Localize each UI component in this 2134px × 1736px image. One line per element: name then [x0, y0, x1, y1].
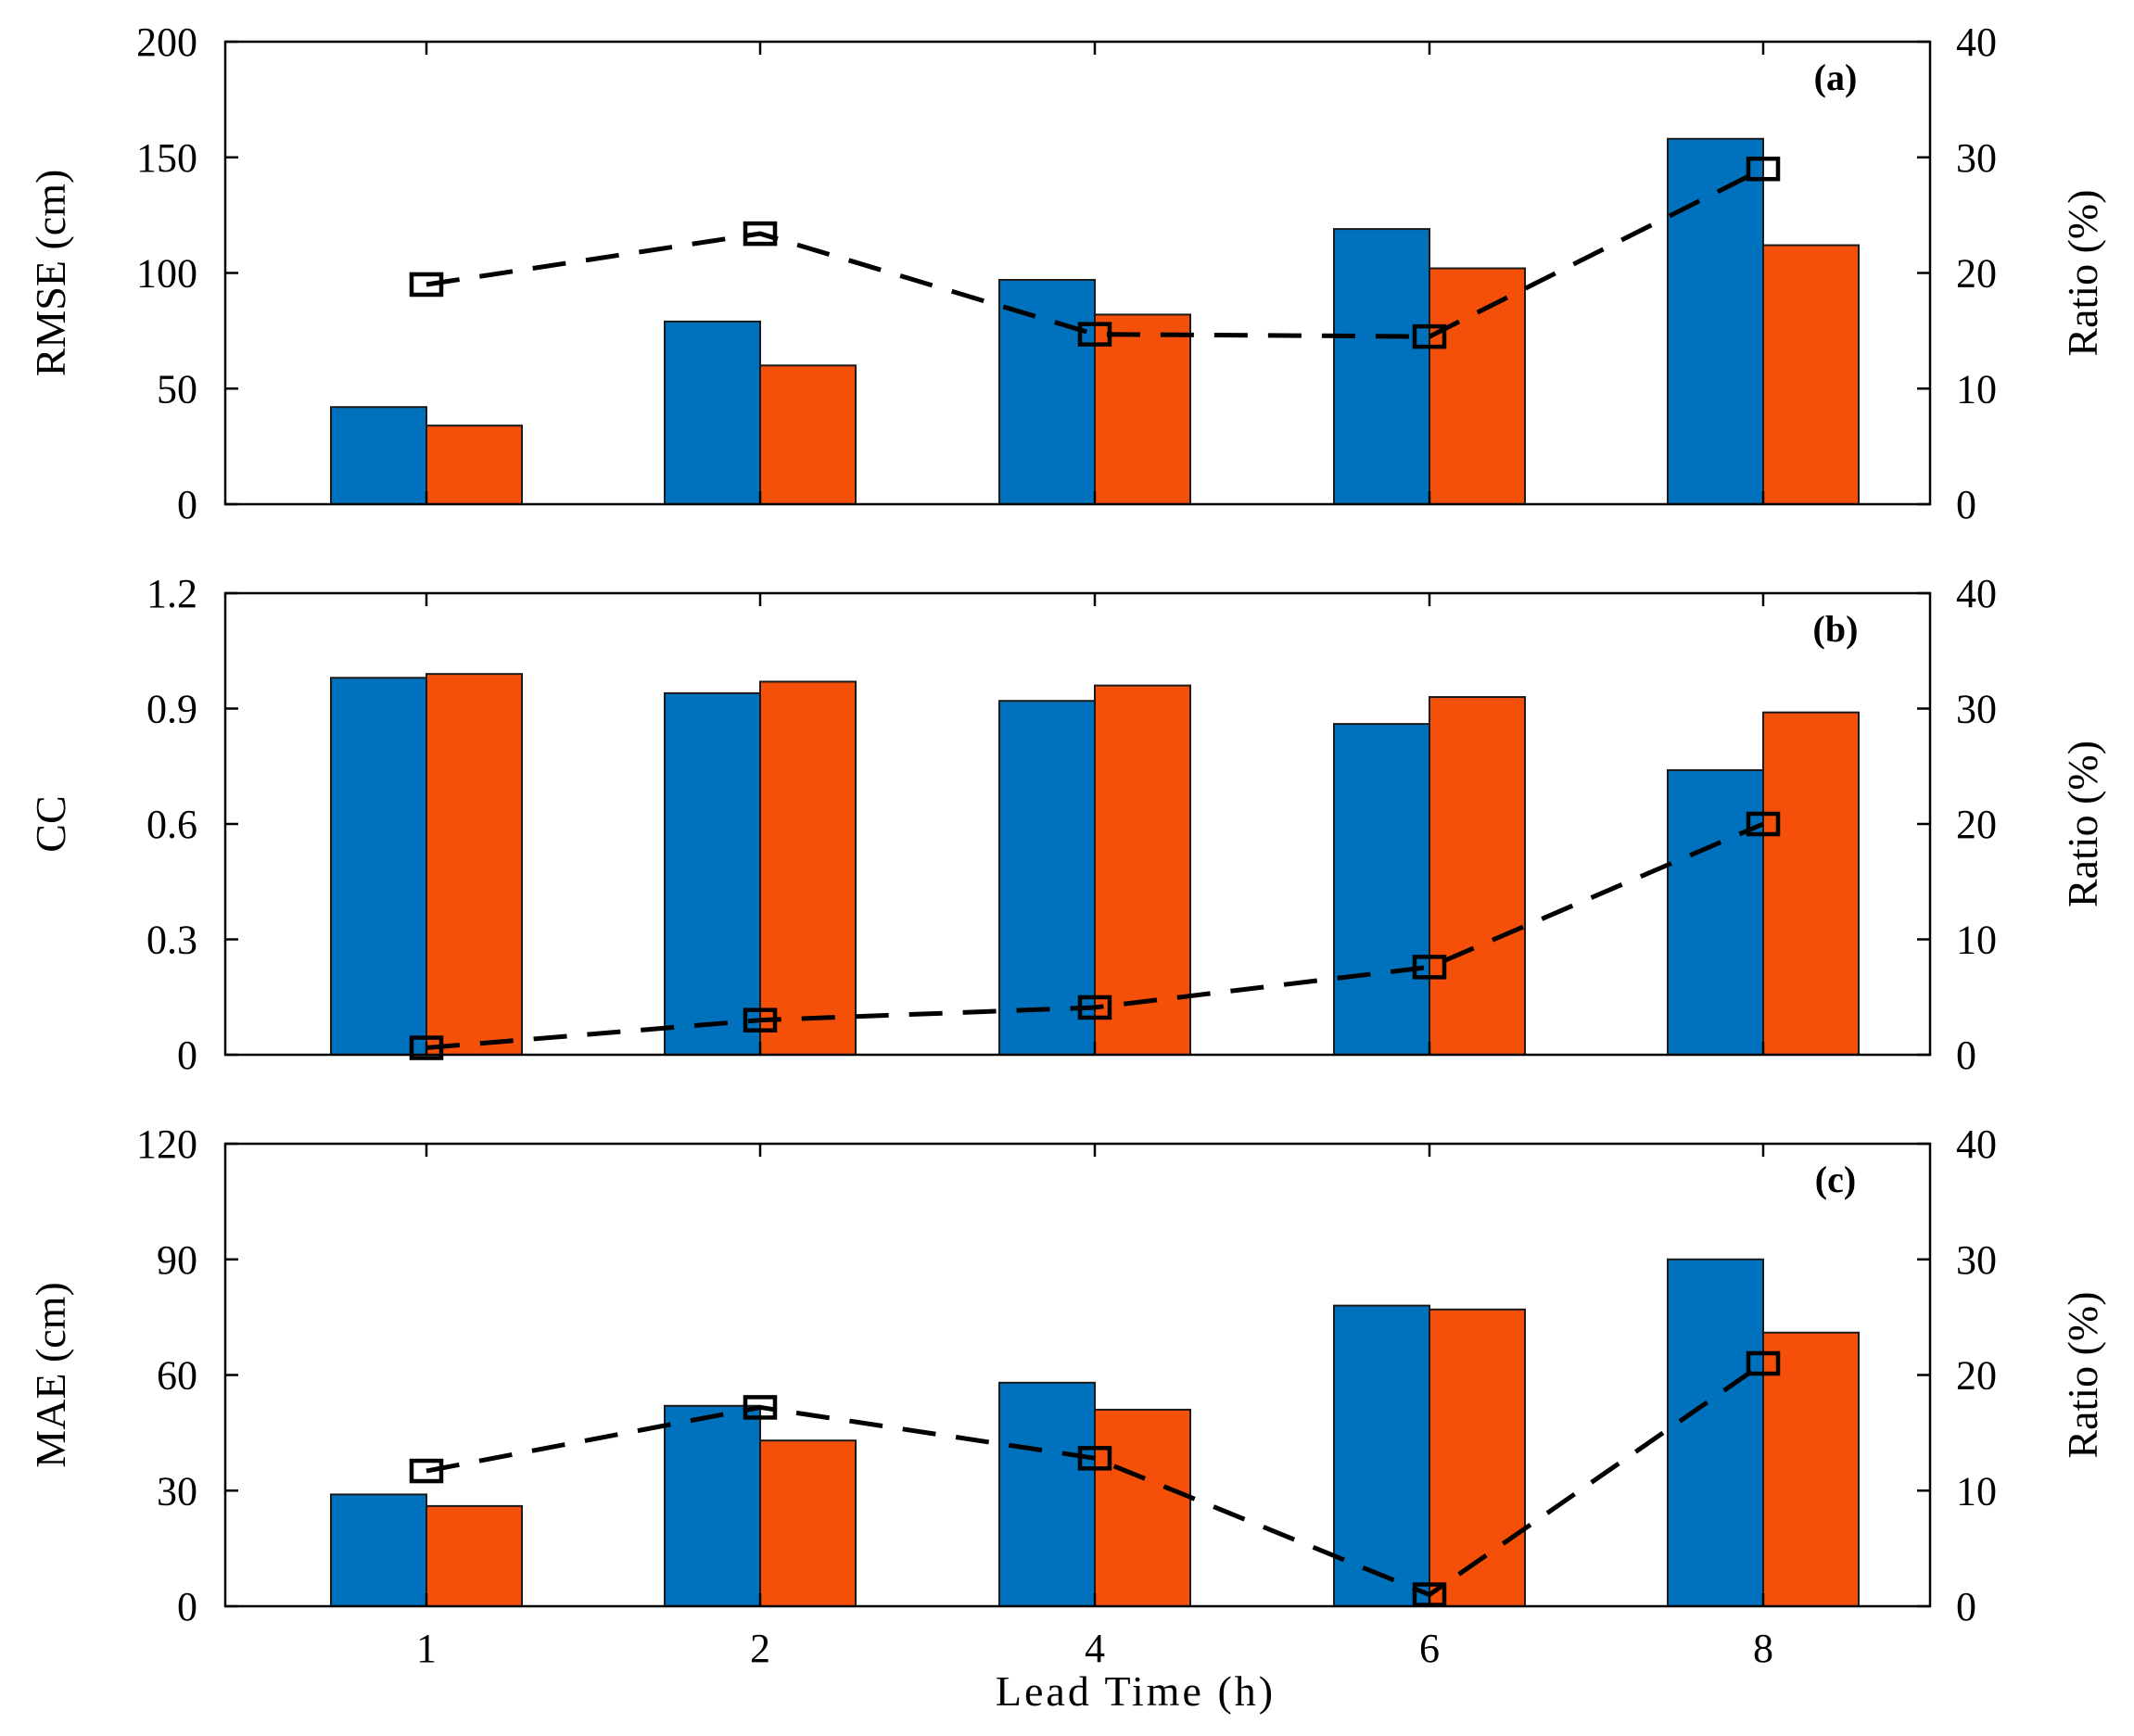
ratio-marker-2 [743, 221, 778, 247]
y2-tick-label: 10 [1956, 366, 1997, 412]
bar-series1-4 [998, 1381, 1096, 1607]
y2-tick-label: 0 [1956, 1584, 1976, 1629]
bar-series2-8 [1762, 244, 1860, 505]
bar-series1-1 [330, 677, 427, 1056]
y2-tick-label: 20 [1956, 1353, 1997, 1399]
y2-tick-label: 20 [1956, 251, 1997, 297]
y-tick-label: 50 [157, 366, 197, 412]
ratio-line [426, 1361, 1765, 1598]
y2-tick-label: 40 [1956, 19, 1997, 65]
y2-tick-label: 0 [1956, 1033, 1976, 1078]
bar-series1-1 [330, 406, 427, 505]
bar-series1-8 [1667, 137, 1764, 505]
bar-series1-2 [664, 691, 761, 1057]
y-tick-label: 60 [157, 1353, 197, 1399]
ratio-marker-2 [743, 1395, 778, 1420]
ratio-marker-6 [1412, 1582, 1447, 1607]
bar-series2-6 [1429, 696, 1526, 1056]
x-tick-label: 2 [750, 1626, 770, 1671]
y2-tick-label: 30 [1956, 135, 1997, 181]
x-tick-label: 8 [1753, 1626, 1773, 1671]
bar-series2-6 [1429, 267, 1526, 506]
bar-series1-1 [330, 1493, 427, 1607]
bar-series1-8 [1667, 1258, 1764, 1607]
x-tick-label: 6 [1419, 1626, 1440, 1671]
y2-tick-label: 40 [1956, 1121, 1997, 1167]
y2-axis-label: Ratio (%) [2059, 189, 2106, 356]
y2-axis-label: Ratio (%) [2059, 1291, 2106, 1458]
bar-series2-1 [426, 673, 523, 1057]
y2-tick-label: 20 [1956, 802, 1997, 847]
bar-series2-6 [1429, 1308, 1526, 1608]
y-tick-label: 0 [177, 482, 197, 527]
bar-series1-2 [664, 320, 761, 505]
bar-series2-2 [759, 1439, 857, 1607]
y2-tick-label: 30 [1956, 1237, 1997, 1283]
y-tick-label: 0 [177, 1584, 197, 1629]
panel-b: 0 0.3 0.6 0.9 1.2 0 10 20 30 40 (b) CC Ratio (%) [27, 571, 2106, 1078]
bar-series2-1 [426, 424, 523, 506]
ratio-marker-1 [409, 1458, 444, 1484]
y-tick-label: 0 [177, 1033, 197, 1078]
x-tick-label: 1 [416, 1626, 437, 1671]
bar-series2-2 [759, 680, 857, 1056]
ratio-line [426, 821, 1764, 1051]
y-tick-label: 30 [157, 1468, 197, 1514]
ratio-marker-6 [1412, 323, 1447, 349]
ratio-marker-4 [1077, 995, 1112, 1020]
bar-series2-8 [1762, 1331, 1860, 1607]
x-tick-label: 4 [1085, 1626, 1105, 1671]
y-tick-label: 200 [136, 19, 197, 65]
y-axis-label: CC [27, 795, 74, 852]
ratio-marker-8 [1746, 1350, 1781, 1376]
ratio-line [426, 166, 1765, 339]
bar-series1-6 [1333, 1304, 1430, 1608]
ratio-marker-8 [1746, 156, 1781, 182]
bar-series1-2 [664, 1404, 761, 1608]
y-tick-label: 1.2 [146, 571, 197, 616]
y-tick-label: 120 [136, 1121, 197, 1167]
panel-c: 0 30 60 90 120 0 10 20 30 40 1 2 4 6 8 (c) MAE (cm) Ratio… [27, 1121, 2106, 1671]
y-tick-label: 0.6 [146, 802, 197, 847]
panel-tag: (b) [1813, 608, 1859, 650]
ratio-marker-8 [1746, 811, 1781, 837]
bar-series1-4 [998, 278, 1096, 505]
x-axis-title: Lead Time (h) [996, 1667, 1276, 1715]
y-tick-label: 90 [157, 1237, 197, 1283]
ratio-marker-1 [409, 272, 444, 298]
y2-tick-label: 30 [1956, 687, 1997, 732]
panel-tag: (c) [1815, 1159, 1856, 1200]
y2-axis-label: Ratio (%) [2059, 741, 2106, 907]
y2-tick-label: 40 [1956, 571, 1997, 616]
bar-series2-4 [1094, 1408, 1191, 1608]
y-axis-label: MAE (cm) [27, 1282, 74, 1468]
ratio-marker-1 [409, 1035, 444, 1060]
y-tick-label: 150 [136, 135, 197, 181]
y2-tick-label: 0 [1956, 482, 1976, 527]
bar-series2-1 [426, 1504, 523, 1607]
bar-series2-2 [759, 364, 857, 505]
ratio-marker-2 [743, 1007, 778, 1033]
bar-series2-8 [1762, 711, 1860, 1057]
y2-tick-label: 10 [1956, 1468, 1997, 1514]
ratio-marker-4 [1077, 322, 1112, 347]
panel-tag: (a) [1814, 57, 1858, 98]
ratio-marker-6 [1412, 955, 1447, 980]
y2-tick-label: 10 [1956, 918, 1997, 963]
bar-series1-6 [1333, 723, 1430, 1056]
bar-series1-6 [1333, 228, 1430, 505]
ratio-marker-4 [1077, 1446, 1112, 1471]
y-axis-label: RMSE (cm) [27, 170, 74, 377]
y-tick-label: 0.3 [146, 918, 197, 963]
y-tick-label: 0.9 [146, 687, 197, 732]
panel-a: 0 50 100 150 200 0 10 20 30 40 (a) RMSE (cm) Ratio (… [27, 19, 2106, 527]
y-tick-label: 100 [136, 251, 197, 297]
